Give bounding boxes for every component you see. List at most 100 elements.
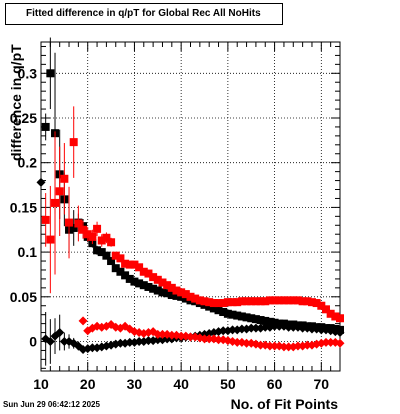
data-point	[69, 138, 78, 147]
data-point	[125, 274, 134, 283]
axis-ticks	[40, 42, 341, 371]
data-series	[36, 37, 345, 366]
data-point	[256, 340, 266, 350]
y-tick-label: 0.2	[18, 155, 38, 171]
data-point	[139, 267, 148, 276]
x-tick-label: 60	[267, 376, 283, 392]
data-point	[144, 269, 153, 278]
data-point	[121, 259, 130, 268]
data-point	[181, 290, 190, 299]
data-point	[223, 298, 232, 307]
data-point	[79, 225, 88, 234]
data-point	[111, 251, 120, 260]
data-point	[335, 328, 345, 338]
y-tick-label: 0.1	[18, 244, 38, 260]
data-point	[153, 275, 162, 284]
data-point	[83, 230, 92, 239]
y-tick-label: 0.05	[10, 289, 37, 305]
data-point	[326, 309, 335, 318]
data-point	[279, 342, 289, 352]
data-point	[45, 336, 55, 346]
data-point	[87, 343, 97, 353]
data-point	[116, 267, 125, 276]
data-point	[88, 232, 97, 241]
data-point	[97, 248, 106, 257]
chart-title: Fitted difference in q/pT for Global Rec…	[5, 3, 283, 25]
data-point	[130, 277, 139, 286]
data-point	[205, 302, 214, 311]
data-point	[321, 337, 331, 347]
data-point	[228, 325, 238, 335]
series-1	[41, 106, 344, 323]
data-point	[204, 334, 214, 344]
data-point	[265, 317, 274, 326]
data-point	[167, 283, 176, 292]
data-point	[134, 336, 144, 346]
data-point	[270, 341, 280, 351]
data-point	[93, 224, 102, 233]
series-0	[41, 37, 344, 334]
data-point	[219, 299, 228, 308]
data-point	[228, 310, 237, 319]
data-point	[107, 257, 116, 266]
data-point	[55, 187, 64, 196]
data-point	[176, 331, 186, 341]
data-point	[163, 281, 172, 290]
x-axis-label: No. of Fit Points	[230, 396, 338, 412]
data-point	[251, 323, 261, 333]
data-point	[135, 279, 144, 288]
data-point	[46, 235, 55, 244]
data-point	[125, 260, 134, 269]
data-point	[284, 342, 294, 352]
data-point	[158, 278, 167, 287]
data-point	[200, 297, 209, 306]
y-tick-label: 0.3	[18, 65, 38, 81]
data-point	[153, 335, 163, 345]
data-point	[125, 337, 135, 347]
data-point	[219, 307, 228, 316]
data-point	[275, 296, 284, 305]
data-point	[242, 313, 251, 322]
data-point	[181, 294, 190, 303]
data-point	[209, 299, 218, 308]
timestamp: Sun Jun 29 06:42:12 2025	[3, 400, 100, 409]
data-point	[261, 297, 270, 306]
data-point	[237, 324, 247, 334]
data-point	[303, 297, 312, 306]
data-point	[167, 291, 176, 300]
data-point	[46, 69, 55, 78]
data-point	[218, 326, 228, 336]
data-point	[41, 122, 50, 131]
y-axis-label: difference in q/pT	[8, 44, 24, 161]
data-point	[316, 325, 326, 335]
data-point	[158, 288, 167, 297]
data-point	[135, 263, 144, 272]
data-point	[139, 281, 148, 290]
data-point	[78, 316, 88, 326]
data-point	[251, 297, 260, 306]
data-point	[65, 218, 74, 227]
data-point	[157, 329, 167, 339]
data-point	[102, 251, 111, 260]
x-tick-label: 50	[220, 376, 236, 392]
data-point	[326, 337, 336, 347]
data-point	[59, 336, 69, 346]
data-point	[55, 328, 65, 338]
data-point	[317, 301, 326, 310]
data-point	[233, 311, 242, 320]
data-point	[270, 296, 279, 305]
data-point	[237, 312, 246, 321]
data-point	[242, 297, 251, 306]
data-point	[232, 337, 242, 347]
data-point	[270, 321, 280, 331]
data-point	[143, 336, 153, 346]
data-point	[51, 198, 60, 207]
data-point	[298, 323, 308, 333]
y-tick-label: 0.25	[10, 110, 37, 126]
data-point	[279, 296, 288, 305]
data-point	[186, 332, 195, 342]
data-point	[121, 271, 130, 280]
data-point	[163, 289, 172, 298]
data-point	[298, 297, 307, 306]
data-point	[237, 297, 246, 306]
